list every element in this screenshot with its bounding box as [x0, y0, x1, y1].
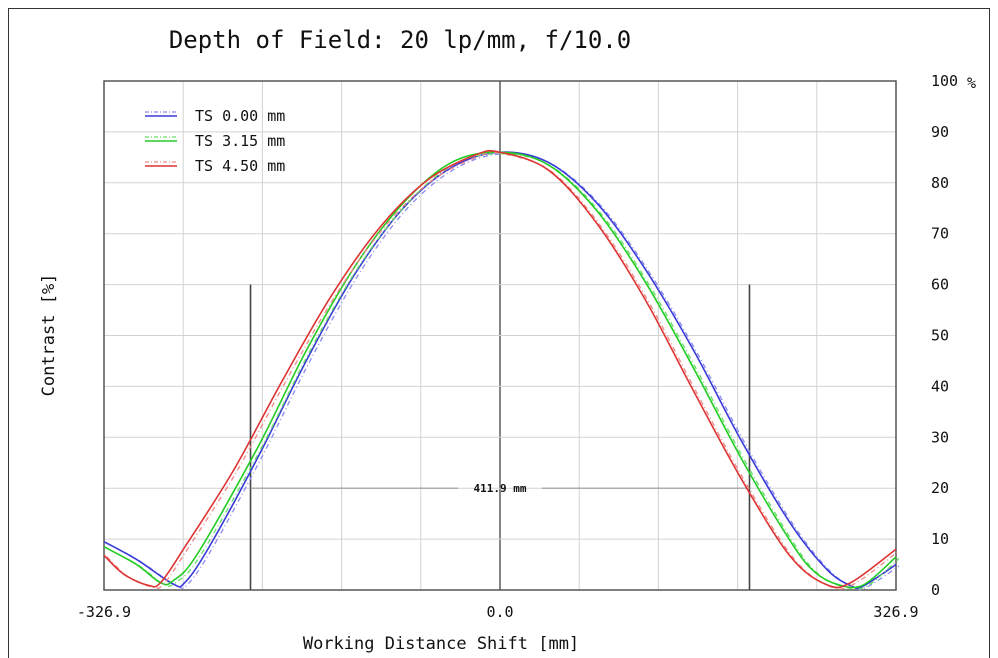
y-tick-label: 90 [931, 123, 949, 141]
tick-labels: 0 10 20 30 40 50 60 70 80 90 100 -326.9 0.0 326.9 [77, 72, 958, 621]
dof-span-label: 411.9 mm [474, 482, 527, 495]
x-tick-label: 326.9 [873, 603, 918, 621]
y-tick-label: 10 [931, 530, 949, 548]
y-tick-label: 100 [931, 72, 958, 90]
series-line-dashed-1 [106, 153, 900, 590]
y-tick-label: 40 [931, 377, 949, 395]
y-tick-label: 20 [931, 479, 949, 497]
x-tick-label: -326.9 [77, 603, 131, 621]
depth-of-field-chart: Depth of Field: 20 lp/mm, f/10.0 411.9 m… [39, 26, 976, 653]
legend-label: TS 3.15 mm [195, 132, 285, 150]
chart-frame: Depth of Field: 20 lp/mm, f/10.0 411.9 m… [8, 8, 990, 658]
y-tick-label: 50 [931, 327, 949, 345]
y-axis-unit: % [967, 74, 976, 92]
y-axis-label: Contrast [%] [39, 274, 59, 397]
legend-label: TS 4.50 mm [195, 157, 285, 175]
legend-label: TS 0.00 mm [195, 107, 285, 125]
series-line-2 [103, 149, 897, 589]
legend: TS 0.00 mm TS 3.15 mm TS 4.50 mm [145, 107, 285, 175]
depth-of-field-markers: 411.9 mm [249, 284, 751, 590]
y-tick-label: 0 [931, 581, 940, 599]
x-axis-label: Working Distance Shift [mm] [303, 634, 579, 653]
series-curves [103, 149, 900, 591]
series-line-dashed-2 [106, 151, 900, 590]
x-tick-label: 0.0 [486, 603, 513, 621]
y-tick-label: 70 [931, 225, 949, 243]
y-tick-label: 80 [931, 174, 949, 192]
y-tick-label: 60 [931, 276, 949, 294]
chart-title: Depth of Field: 20 lp/mm, f/10.0 [169, 26, 631, 54]
y-tick-label: 30 [931, 428, 949, 446]
plot-area-border [103, 80, 897, 591]
